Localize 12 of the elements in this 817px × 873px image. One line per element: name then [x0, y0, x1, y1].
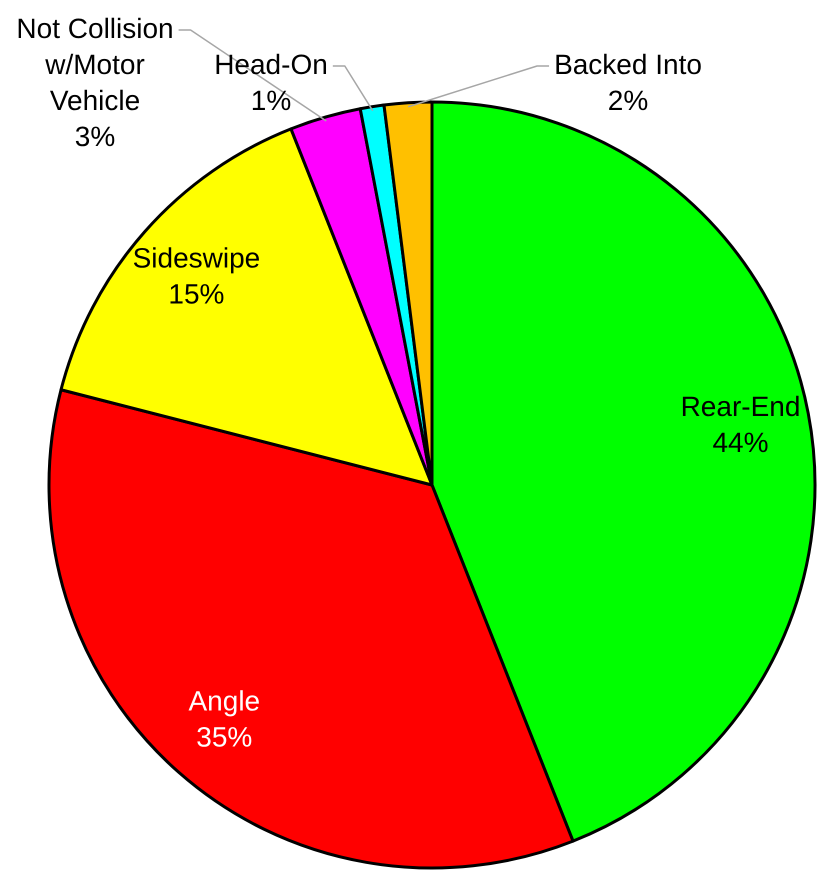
slice-label: Backed Into	[554, 49, 702, 80]
data-label: 2%	[608, 85, 648, 116]
slice-label: Angle	[188, 686, 260, 717]
data-label: 15%	[168, 278, 224, 310]
slice-label: Sideswipe	[132, 242, 260, 274]
slice-label: Head-On	[214, 49, 328, 80]
slice-label: Rear-End	[680, 391, 800, 422]
data-label: 3%	[74, 121, 116, 152]
data-label: 1%	[250, 85, 292, 116]
data-label: 44%	[712, 427, 769, 458]
data-label: 35%	[196, 722, 252, 753]
slice-label: Not Collision w/Motor Vehicle	[16, 13, 174, 116]
